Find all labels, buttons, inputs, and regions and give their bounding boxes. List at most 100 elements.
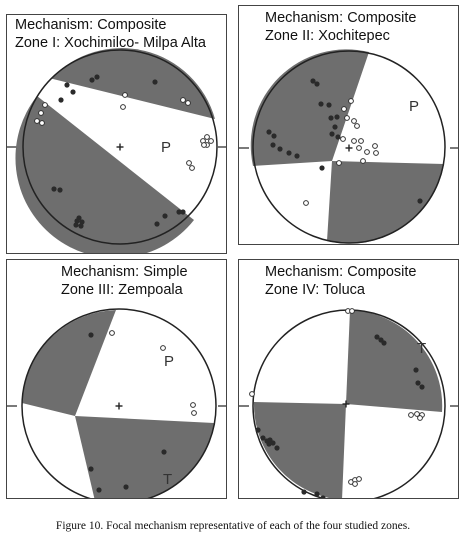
open-circle xyxy=(340,136,346,142)
filled-dot xyxy=(180,209,186,215)
open-circle xyxy=(120,104,126,110)
filled-dot xyxy=(413,367,419,373)
open-circle xyxy=(201,142,207,148)
filled-dot xyxy=(94,74,100,80)
focal-mechanism-zone-1: P xyxy=(7,48,226,253)
open-circle xyxy=(349,308,355,314)
open-circle xyxy=(191,410,197,416)
mechanism-label: Mechanism: Composite xyxy=(15,17,167,33)
open-circle xyxy=(408,412,414,418)
filled-dot xyxy=(89,77,95,83)
compression-points xyxy=(51,74,186,229)
p-axis-label: P xyxy=(164,353,174,370)
compressional-quadrant xyxy=(253,402,346,498)
focal-sphere xyxy=(252,50,446,244)
filled-dot xyxy=(326,102,332,108)
open-circle xyxy=(186,160,192,166)
open-circle xyxy=(160,345,166,351)
filled-dot xyxy=(76,215,82,221)
filled-dot xyxy=(274,445,280,451)
filled-dot xyxy=(88,466,94,472)
filled-dot xyxy=(310,78,316,84)
panel-zone-2: P xyxy=(238,5,459,245)
filled-dot xyxy=(58,97,64,103)
open-circle xyxy=(351,118,357,124)
filled-dot xyxy=(286,150,292,156)
filled-dot xyxy=(319,165,325,171)
zone-label: Zone IV: Toluca xyxy=(265,282,365,298)
mechanism-label: Mechanism: Composite xyxy=(265,10,417,26)
filled-dot xyxy=(266,129,272,135)
filled-dot xyxy=(334,114,340,120)
compressional-quadrant xyxy=(75,416,214,498)
dilatation-points xyxy=(303,98,379,206)
filled-dot xyxy=(64,82,70,88)
filled-dot xyxy=(328,115,334,121)
compression-points xyxy=(266,78,423,204)
filled-dot xyxy=(415,380,421,386)
open-circle xyxy=(109,330,115,336)
focal-sphere xyxy=(22,49,218,245)
filled-dot xyxy=(320,495,326,498)
filled-dot xyxy=(266,441,272,447)
filled-dot xyxy=(162,213,168,219)
dilatation-points xyxy=(109,330,197,416)
zone-label: Zone II: Xochitepec xyxy=(265,28,390,44)
filled-dot xyxy=(314,491,320,497)
open-circle xyxy=(190,402,196,408)
open-circle xyxy=(185,100,191,106)
filled-dot xyxy=(271,133,277,139)
open-circle xyxy=(348,98,354,104)
open-circle xyxy=(354,123,360,129)
open-circle xyxy=(373,150,379,156)
open-circle xyxy=(336,160,342,166)
focal-mechanism-zone-2: P xyxy=(239,49,458,244)
open-circle xyxy=(189,165,195,171)
compression-points xyxy=(88,332,167,493)
filled-dot xyxy=(88,332,94,338)
open-circle xyxy=(303,200,309,206)
open-circle xyxy=(364,149,370,155)
compressional-quadrant xyxy=(22,310,116,416)
open-circle xyxy=(249,391,255,397)
filled-dot xyxy=(270,440,276,446)
open-circle xyxy=(38,110,44,116)
focal-mechanism-zone-3: P T xyxy=(7,308,226,498)
filled-dot xyxy=(277,146,283,152)
t-axis-label: T xyxy=(417,340,426,357)
focal-sphere xyxy=(21,308,217,498)
compressional-quadrant xyxy=(15,96,194,253)
open-circle xyxy=(122,92,128,98)
open-circle xyxy=(204,134,210,140)
open-circle xyxy=(352,481,358,487)
open-circle xyxy=(356,476,362,482)
open-circle xyxy=(372,143,378,149)
filled-dot xyxy=(335,134,341,140)
focal-mechanism-zone-4: T xyxy=(239,308,458,498)
filled-dot xyxy=(417,198,423,204)
filled-dot xyxy=(314,81,320,87)
zone-label: Zone III: Zempoala xyxy=(61,282,183,298)
filled-dot xyxy=(255,427,261,433)
panel-zone-4: T xyxy=(238,259,459,499)
open-circle xyxy=(417,415,423,421)
compressional-quadrant xyxy=(327,161,444,244)
p-axis-label: P xyxy=(161,139,171,156)
filled-dot xyxy=(154,221,160,227)
open-circle xyxy=(42,102,48,108)
filled-dot xyxy=(152,79,158,85)
compressional-quadrant xyxy=(346,310,443,412)
filled-dot xyxy=(270,142,276,148)
filled-dot xyxy=(419,384,425,390)
open-circle xyxy=(39,120,45,126)
panel-zone-1: P xyxy=(6,14,227,254)
open-circle xyxy=(34,118,40,124)
open-circle xyxy=(351,138,357,144)
open-circle xyxy=(180,97,186,103)
filled-dot xyxy=(96,487,102,493)
filled-dot xyxy=(318,101,324,107)
open-circle xyxy=(356,145,362,151)
mechanism-label: Mechanism: Simple xyxy=(61,264,188,280)
filled-dot xyxy=(332,124,338,130)
filled-dot xyxy=(301,489,307,495)
